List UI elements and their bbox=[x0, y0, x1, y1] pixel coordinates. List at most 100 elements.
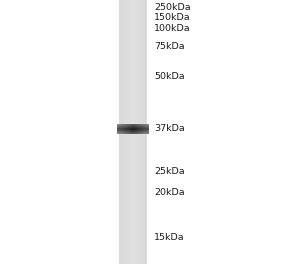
Bar bbox=[127, 129, 128, 130]
Bar bbox=[137, 126, 138, 127]
Bar bbox=[125, 130, 126, 131]
Bar bbox=[130, 133, 131, 134]
Bar bbox=[134, 126, 135, 127]
Bar bbox=[124, 133, 125, 134]
Text: 50kDa: 50kDa bbox=[154, 72, 185, 81]
Bar bbox=[145, 130, 146, 131]
Bar bbox=[141, 127, 142, 128]
Bar bbox=[137, 124, 138, 125]
Bar bbox=[139, 128, 140, 129]
Bar bbox=[127, 131, 128, 132]
Bar bbox=[144, 129, 145, 130]
Bar bbox=[145, 127, 146, 128]
Bar bbox=[145, 133, 146, 134]
Bar bbox=[123, 126, 124, 127]
Bar bbox=[146, 129, 147, 130]
Bar bbox=[122, 0, 123, 264]
Bar bbox=[117, 124, 118, 125]
Bar bbox=[146, 131, 147, 132]
Bar bbox=[134, 130, 135, 131]
Bar bbox=[125, 124, 126, 125]
Bar bbox=[145, 125, 146, 126]
Bar bbox=[119, 133, 120, 134]
Bar bbox=[129, 126, 130, 127]
Bar bbox=[140, 126, 141, 127]
Bar bbox=[140, 124, 141, 125]
Bar bbox=[138, 129, 139, 130]
Bar bbox=[129, 131, 130, 132]
Bar bbox=[118, 124, 119, 125]
Bar bbox=[136, 130, 137, 131]
Bar bbox=[120, 132, 121, 133]
Bar bbox=[142, 129, 143, 130]
Bar bbox=[143, 124, 144, 125]
Bar bbox=[130, 131, 131, 132]
Bar bbox=[121, 127, 122, 128]
Bar bbox=[134, 125, 135, 126]
Bar bbox=[132, 133, 133, 134]
Bar bbox=[117, 131, 118, 132]
Bar bbox=[139, 127, 140, 128]
Bar bbox=[123, 0, 124, 264]
Bar bbox=[133, 129, 134, 130]
Bar bbox=[134, 129, 135, 130]
Bar bbox=[117, 128, 118, 129]
Bar bbox=[141, 131, 142, 132]
Bar bbox=[130, 130, 131, 131]
Bar bbox=[136, 124, 137, 125]
Bar bbox=[129, 129, 130, 130]
Bar bbox=[147, 132, 148, 133]
Bar bbox=[121, 131, 122, 132]
Bar bbox=[119, 130, 120, 131]
Bar bbox=[139, 0, 140, 264]
Bar bbox=[143, 126, 144, 127]
Bar bbox=[125, 128, 126, 129]
Bar bbox=[120, 126, 121, 127]
Text: 250kDa: 250kDa bbox=[154, 3, 191, 12]
Bar bbox=[138, 128, 139, 129]
Bar bbox=[125, 127, 126, 128]
Bar bbox=[126, 127, 127, 128]
Bar bbox=[137, 127, 138, 128]
Bar bbox=[120, 130, 121, 131]
Bar bbox=[126, 133, 127, 134]
Bar bbox=[138, 133, 139, 134]
Bar bbox=[129, 132, 130, 133]
Bar bbox=[137, 132, 138, 133]
Bar bbox=[132, 131, 133, 132]
Bar bbox=[142, 130, 143, 131]
Bar bbox=[132, 128, 133, 129]
Bar bbox=[126, 130, 127, 131]
Bar bbox=[134, 124, 135, 125]
Bar bbox=[137, 131, 138, 132]
Bar bbox=[138, 131, 139, 132]
Bar bbox=[140, 130, 141, 131]
Bar bbox=[134, 133, 135, 134]
Bar bbox=[127, 124, 128, 125]
Bar bbox=[139, 129, 140, 130]
Bar bbox=[126, 131, 127, 132]
Bar bbox=[145, 0, 146, 264]
Bar bbox=[143, 129, 144, 130]
Bar bbox=[143, 128, 144, 129]
Bar bbox=[121, 133, 122, 134]
Bar bbox=[133, 124, 134, 125]
Bar bbox=[148, 126, 149, 127]
Bar bbox=[146, 128, 147, 129]
Bar bbox=[119, 129, 120, 130]
Bar bbox=[120, 125, 121, 126]
Bar bbox=[135, 128, 136, 129]
Bar bbox=[145, 124, 146, 125]
Bar bbox=[136, 126, 137, 127]
Bar bbox=[135, 131, 136, 132]
Bar bbox=[142, 124, 143, 125]
Bar bbox=[139, 133, 140, 134]
Bar bbox=[142, 126, 143, 127]
Bar bbox=[138, 127, 139, 128]
Bar bbox=[119, 125, 120, 126]
Bar bbox=[125, 131, 126, 132]
Bar bbox=[135, 124, 136, 125]
Bar bbox=[133, 126, 134, 127]
Bar bbox=[123, 128, 124, 129]
Bar bbox=[121, 125, 122, 126]
